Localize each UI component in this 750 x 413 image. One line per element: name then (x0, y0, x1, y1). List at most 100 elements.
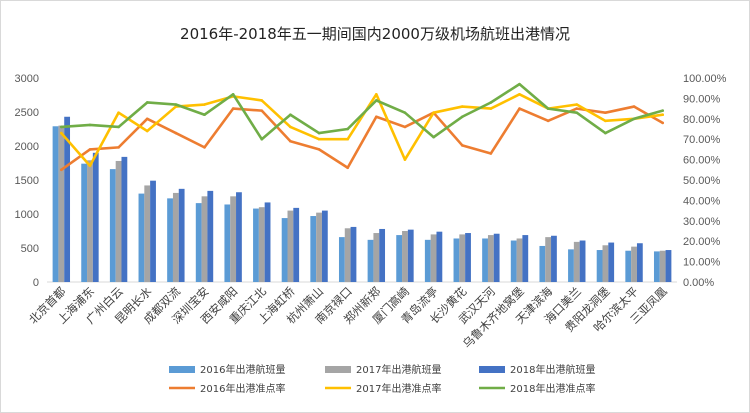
line-point-2-乌鲁木齐地窝堡 (518, 93, 521, 96)
line-point-1-贵阳龙洞堡 (604, 111, 607, 114)
line-point-3-昆明长水 (145, 101, 149, 104)
line-point-2-厦门高崎 (403, 158, 407, 161)
y-right-tick-label: 90.00% (683, 93, 721, 105)
y-right-tick-label: 0.00% (683, 277, 714, 289)
line-point-3-海口美兰 (575, 111, 579, 114)
bar-2-成都双流 (172, 192, 179, 282)
line-point-2-广州白云 (117, 111, 120, 114)
legend-label-bar-1: 2016年出港航班量 (200, 363, 285, 376)
y-right-tick-label: 20.00% (683, 236, 721, 248)
line-point-2-武汉天河 (489, 107, 493, 110)
bar-1-成都双流 (167, 198, 173, 282)
legend-swatch-bar-2 (325, 366, 351, 373)
line-series-1 (60, 105, 664, 172)
bar-2-昆明长水 (144, 185, 151, 282)
bar-1-天津滨海 (539, 245, 546, 282)
line-point-1-哈尔滨太平 (632, 105, 636, 108)
bar-3-广州白云 (121, 156, 128, 282)
y-right-tick-label: 10.00% (683, 257, 721, 269)
line-point-3-厦门高崎 (403, 111, 407, 114)
line-point-1-海口美兰 (575, 107, 579, 110)
line-point-3-成都双流 (174, 103, 178, 106)
line-point-2-上海虹桥 (289, 125, 292, 129)
bar-1-武汉天河 (482, 238, 488, 282)
bar-1-哈尔滨太平 (625, 250, 632, 282)
line-point-3-杭州萧山 (317, 131, 321, 135)
line-point-3-三亚凤凰 (661, 109, 664, 112)
y-left-tick-label: 2500 (15, 107, 39, 119)
legend-swatch-bar-3 (479, 366, 505, 373)
line-point-2-上海浦东 (88, 164, 92, 168)
line-point-1-广州白云 (117, 146, 120, 149)
bar-1-深圳宝安 (195, 203, 202, 282)
category-labels-group: 北京首都上海浦东广州白云昆明长水成都双流深圳宝安西安咸阳重庆江北上海虹桥杭州萧山… (26, 284, 670, 351)
line-point-3-天津滨海 (546, 107, 550, 110)
line-point-2-长沙黄花 (460, 105, 464, 108)
bar-2-西安咸阳 (230, 196, 237, 282)
bar-1-广州白云 (109, 169, 116, 282)
bar-3-郑州新郑 (379, 228, 386, 282)
bar-2-杭州萧山 (316, 212, 322, 282)
line-point-3-重庆江北 (260, 137, 264, 141)
line-point-1-厦门高崎 (403, 125, 407, 129)
bar-1-三亚凤凰 (653, 251, 660, 282)
bar-2-南京禄口 (344, 228, 351, 282)
line-point-1-重庆江北 (260, 109, 264, 112)
bar-3-深圳宝安 (207, 190, 214, 282)
line-point-3-上海虹桥 (289, 113, 292, 117)
line-point-3-南京禄口 (346, 127, 349, 131)
line-point-3-长沙黄花 (460, 115, 464, 119)
bar-2-上海浦东 (87, 160, 93, 282)
y-left-tick-label: 1000 (15, 209, 39, 221)
line-point-3-哈尔滨太平 (632, 117, 636, 121)
line-point-2-海口美兰 (575, 103, 579, 106)
bar-3-海口美兰 (579, 240, 586, 282)
y-right-tick-label: 30.00% (683, 216, 721, 228)
bar-2-哈尔滨太平 (631, 246, 637, 282)
axes-group: 0 500 1000 1500 2000 2500 3000 0.00% 10.00% 20.00… (15, 73, 727, 289)
line-point-3-北京首都 (60, 125, 63, 129)
bar-2-天津滨海 (545, 237, 552, 282)
line-point-1-深圳宝安 (203, 146, 206, 149)
line-point-3-深圳宝安 (203, 113, 206, 117)
line-point-2-贵阳龙洞堡 (604, 119, 607, 123)
bar-3-南京禄口 (350, 226, 357, 282)
legend-label-line-2: 2017年出港准点率 (356, 382, 441, 395)
bar-1-上海浦东 (81, 163, 88, 282)
line-point-1-昆明长水 (145, 117, 149, 121)
y-left-tick-label: 2000 (15, 141, 39, 153)
y-left-tick-label: 0 (33, 277, 39, 289)
bar-1-昆明长水 (138, 193, 145, 282)
bar-3-贵阳龙洞堡 (608, 242, 615, 282)
legend-label-bar-2: 2017年出港航班量 (356, 363, 441, 376)
line-point-1-西安咸阳 (231, 107, 235, 110)
bar-3-哈尔滨太平 (636, 243, 643, 282)
bar-2-北京首都 (58, 125, 65, 282)
line-point-3-上海浦东 (88, 123, 92, 127)
line-point-3-西安咸阳 (231, 93, 235, 96)
bar-3-西安咸阳 (236, 192, 242, 282)
bar-1-长沙黄花 (453, 238, 460, 282)
y-right-tick-label: 100.00% (683, 73, 727, 85)
line-point-3-青岛流亭 (432, 135, 435, 139)
line-point-1-南京禄口 (346, 166, 349, 170)
bar-3-三亚凤凰 (665, 250, 672, 282)
bar-3-北京首都 (64, 116, 71, 282)
y-right-tick-label: 50.00% (683, 175, 721, 187)
bar-3-上海浦东 (92, 152, 99, 282)
chart-title: 2016年-2018年五一期间国内2000万级机场航班出港情况 (180, 25, 570, 43)
bars-group (52, 116, 672, 282)
line-point-1-郑州新郑 (375, 115, 378, 119)
line-point-2-重庆江北 (260, 99, 264, 102)
bar-2-贵阳龙洞堡 (602, 245, 609, 282)
line-point-1-三亚凤凰 (661, 121, 664, 125)
line-point-3-郑州新郑 (375, 99, 378, 102)
bar-3-乌鲁木齐地窝堡 (522, 235, 529, 282)
legend-label-line-1: 2016年出港准点率 (200, 382, 285, 395)
y-right-tick-label: 60.00% (683, 155, 721, 167)
bar-3-上海虹桥 (293, 207, 300, 282)
legend-swatch-bar-1 (169, 366, 195, 373)
bar-2-武汉天河 (487, 235, 494, 282)
bar-1-青岛流亭 (424, 239, 431, 282)
